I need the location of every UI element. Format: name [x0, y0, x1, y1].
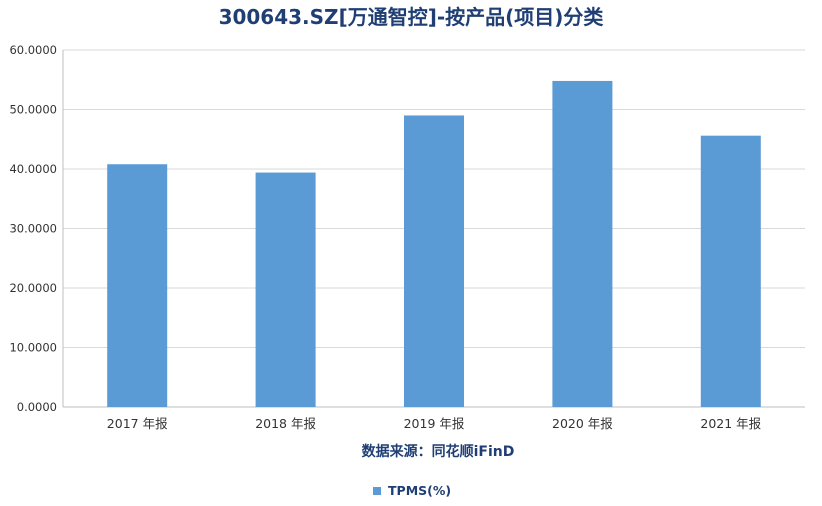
- y-tick-label: 0.0000: [17, 400, 57, 414]
- y-tick-label: 50.0000: [9, 103, 57, 117]
- x-tick-label: 2020 年报: [552, 416, 613, 431]
- y-tick-label: 60.0000: [9, 43, 57, 57]
- y-tick-label: 10.0000: [9, 341, 57, 355]
- y-axis: 0.0000 10.0000 20.0000 30.0000 40.0000 50.000…: [9, 43, 64, 414]
- x-tick-label: 2017 年报: [107, 416, 168, 431]
- bar: [107, 164, 168, 407]
- x-tick-label: 2019 年报: [404, 416, 465, 431]
- legend-swatch: [373, 487, 381, 495]
- y-tick-label: 30.0000: [9, 222, 57, 236]
- bars: [107, 80, 761, 407]
- chart-title: 300643.SZ[万通智控]-按产品(项目)分类: [219, 5, 604, 29]
- bar: [700, 135, 761, 407]
- y-tick-label: 20.0000: [9, 281, 57, 295]
- legend-label: TPMS(%): [388, 483, 451, 498]
- x-tick-label: 2021 年报: [700, 416, 761, 431]
- y-tick-label: 40.0000: [9, 162, 57, 176]
- x-axis: 2017 年报 2018 年报 2019 年报 2020 年报 2021 年报: [107, 416, 762, 431]
- bar: [404, 115, 464, 407]
- x-tick-label: 2018 年报: [255, 416, 316, 431]
- legend: TPMS(%): [373, 483, 451, 498]
- bar: [552, 80, 613, 407]
- source-note: 数据来源：同花顺iFinD: [362, 443, 515, 460]
- bar: [255, 172, 316, 407]
